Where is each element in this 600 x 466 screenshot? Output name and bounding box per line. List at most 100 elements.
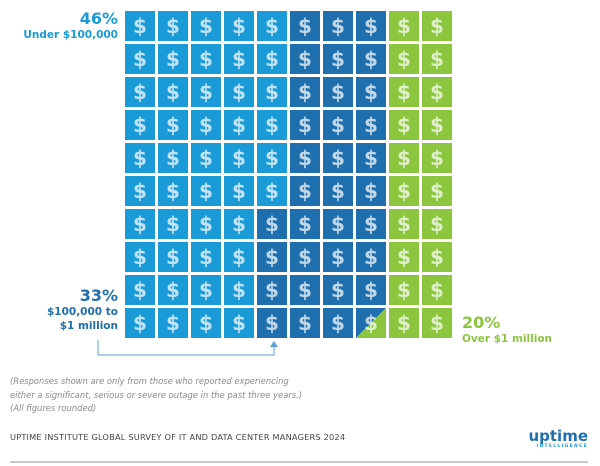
waffle-cell: $ (422, 176, 452, 206)
waffle-cell: $ (389, 176, 419, 206)
waffle-cell: $ (257, 11, 287, 41)
dollar-sign-icon: $ (166, 212, 180, 236)
dollar-sign-icon: $ (430, 146, 444, 170)
waffle-cell: $ (125, 77, 155, 107)
dollar-sign-icon: $ (265, 80, 279, 104)
waffle-cell: $ (422, 110, 452, 140)
waffle-cell: $ (389, 242, 419, 272)
waffle-cell: $ (290, 209, 320, 239)
dollar-sign-icon: $ (331, 80, 345, 104)
waffle-cell: $ (290, 143, 320, 173)
dollar-sign-icon: $ (430, 278, 444, 302)
dollar-sign-icon: $ (265, 311, 279, 335)
dollar-sign-icon: $ (430, 311, 444, 335)
waffle-cell: $ (290, 308, 320, 338)
waffle-cell: $ (422, 77, 452, 107)
waffle-cell: $ (389, 11, 419, 41)
dollar-sign-icon: $ (166, 146, 180, 170)
waffle-cell: $ (257, 209, 287, 239)
footer-title: UPTIME INSTITUTE GLOBAL SURVEY OF IT AND… (10, 432, 346, 442)
waffle-cell: $ (191, 209, 221, 239)
dollar-sign-icon: $ (232, 278, 246, 302)
waffle-cell: $ (323, 11, 353, 41)
waffle-cell: $ (323, 242, 353, 272)
dollar-sign-icon: $ (364, 212, 378, 236)
dollar-sign-icon: $ (430, 179, 444, 203)
waffle-cell: $ (422, 11, 452, 41)
dollar-sign-icon: $ (331, 179, 345, 203)
dollar-sign-icon: $ (265, 47, 279, 71)
waffle-cell: $ (323, 143, 353, 173)
waffle-cell: $ (290, 242, 320, 272)
waffle-cell: $ (158, 242, 188, 272)
waffle-cell: $ (191, 275, 221, 305)
dollar-sign-icon: $ (166, 245, 180, 269)
dollar-sign-icon: $ (331, 14, 345, 38)
dollar-sign-icon: $ (364, 47, 378, 71)
waffle-cell: $ (356, 11, 386, 41)
dollar-sign-icon: $ (199, 212, 213, 236)
dollar-sign-icon: $ (232, 14, 246, 38)
dollar-sign-icon: $ (298, 179, 312, 203)
dollar-sign-icon: $ (331, 245, 345, 269)
dollar-sign-icon: $ (232, 311, 246, 335)
dollar-sign-icon: $ (397, 113, 411, 137)
dollar-sign-icon: $ (265, 146, 279, 170)
waffle-cell: $ (158, 143, 188, 173)
waffle-cell: $ (257, 143, 287, 173)
waffle-cell: $ (224, 176, 254, 206)
dollar-sign-icon: $ (133, 113, 147, 137)
dollar-sign-icon: $ (232, 212, 246, 236)
dollar-sign-icon: $ (397, 179, 411, 203)
dollar-sign-icon: $ (166, 113, 180, 137)
label-100k-to-1m: 33% $100,000 to $1 million (47, 287, 118, 333)
dollar-sign-icon: $ (166, 80, 180, 104)
dollar-sign-icon: $ (133, 278, 147, 302)
waffle-cell: $ (356, 209, 386, 239)
waffle-cell: $ (125, 308, 155, 338)
waffle-cell: $ (290, 275, 320, 305)
dollar-sign-icon: $ (298, 278, 312, 302)
waffle-cell: $ (422, 209, 452, 239)
dollar-sign-icon: $ (298, 311, 312, 335)
dollar-sign-icon: $ (397, 278, 411, 302)
logo-sub: INTELLIGENCE (536, 444, 588, 449)
dollar-sign-icon: $ (331, 47, 345, 71)
dollar-sign-icon: $ (232, 179, 246, 203)
dollar-sign-icon: $ (364, 278, 378, 302)
waffle-cell: $ (356, 143, 386, 173)
waffle-cell: $ (224, 242, 254, 272)
waffle-cell: $ (323, 176, 353, 206)
dollar-sign-icon: $ (166, 14, 180, 38)
waffle-cell: $ (158, 44, 188, 74)
waffle-cell: $ (422, 308, 452, 338)
dollar-sign-icon: $ (397, 146, 411, 170)
waffle-cell: $ (257, 77, 287, 107)
dollar-sign-icon: $ (265, 179, 279, 203)
waffle-cell: $ (125, 209, 155, 239)
dollar-sign-icon: $ (265, 212, 279, 236)
waffle-cell: $ (191, 11, 221, 41)
label-under-pct: 46% (79, 9, 118, 28)
dollar-sign-icon: $ (133, 146, 147, 170)
dollar-sign-icon: $ (166, 47, 180, 71)
label-under-text: Under $100,000 (23, 29, 118, 41)
dollar-sign-icon: $ (232, 113, 246, 137)
waffle-cell: $ (224, 110, 254, 140)
dollar-sign-icon: $ (298, 146, 312, 170)
dollar-sign-icon: $ (298, 47, 312, 71)
waffle-cell: $ (224, 77, 254, 107)
waffle-cell: $ (158, 209, 188, 239)
dollar-sign-icon: $ (364, 245, 378, 269)
dollar-sign-icon: $ (430, 80, 444, 104)
logo-brand: uptime (528, 427, 588, 445)
waffle-cell: $ (323, 209, 353, 239)
waffle-cell: $ (257, 176, 287, 206)
dollar-sign-icon: $ (265, 113, 279, 137)
dollar-sign-icon: $ (430, 212, 444, 236)
footnote-line: (All figures rounded) (10, 403, 97, 413)
waffle-cell: $ (389, 110, 419, 140)
dollar-sign-icon: $ (199, 179, 213, 203)
dollar-sign-icon: $ (199, 311, 213, 335)
